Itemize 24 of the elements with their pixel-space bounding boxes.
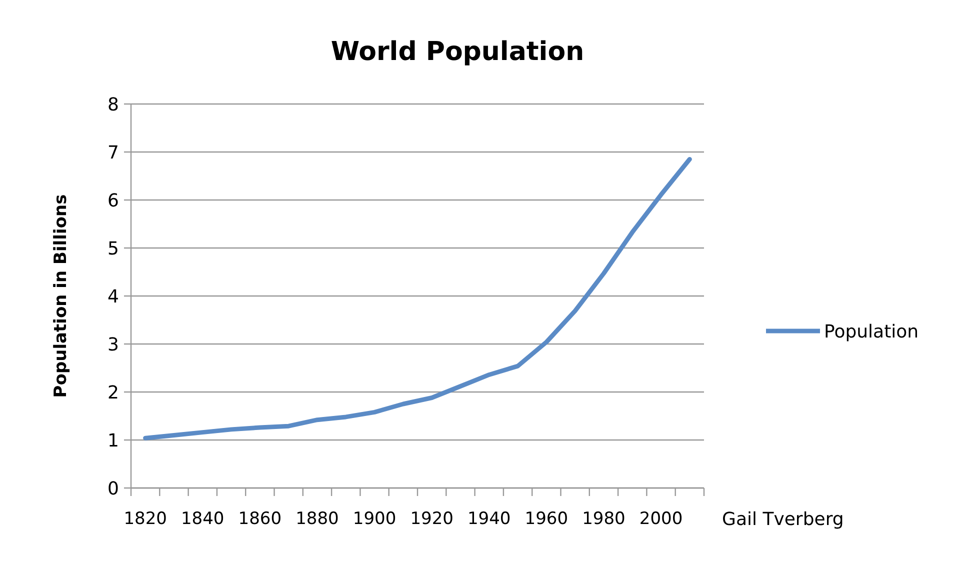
y-axis-title: Population in Billions <box>51 194 71 398</box>
y-tick-label: 7 <box>108 142 119 164</box>
legend-label: Population <box>824 321 919 342</box>
line-series <box>143 156 692 440</box>
chart-title: World Population <box>330 37 584 67</box>
x-tick-label: 1900 <box>352 509 396 529</box>
x-tick-label: 1820 <box>124 509 167 529</box>
y-tick-label: 4 <box>108 286 119 308</box>
x-tick-label: 1840 <box>180 509 224 529</box>
y-tick-label: 8 <box>108 94 119 116</box>
x-tick-label: 1920 <box>410 509 454 529</box>
x-tick-label: 1880 <box>296 509 339 529</box>
y-tick-label: 2 <box>108 382 119 404</box>
x-tick-label: 1860 <box>238 509 282 529</box>
x-tick-label: 1940 <box>467 509 511 529</box>
x-tick-label: 2000 <box>639 509 683 529</box>
y-tick-label: 1 <box>108 430 119 452</box>
y-tick-label: 6 <box>108 190 119 212</box>
y-tick-label: 3 <box>108 334 119 356</box>
text: Gail Tverberg <box>722 509 844 530</box>
x-tick-label: 1980 <box>582 509 626 529</box>
y-tick-label: 5 <box>108 238 119 260</box>
y-tick-label: 0 <box>108 478 119 500</box>
x-tick-label: 1960 <box>524 509 568 529</box>
